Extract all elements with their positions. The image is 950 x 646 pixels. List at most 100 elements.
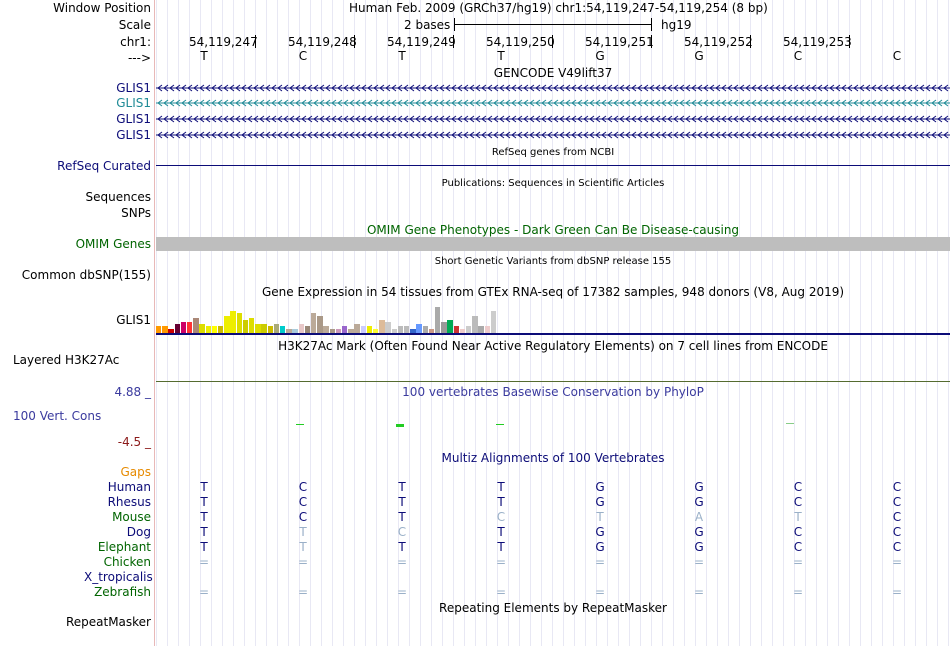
- gtex-tissue-bar[interactable]: [329, 329, 335, 333]
- gtex-tissue-bar[interactable]: [410, 329, 416, 333]
- gene-label-glis1-2[interactable]: GLIS1: [116, 96, 151, 110]
- gtex-tissue-bar[interactable]: [466, 326, 472, 333]
- gtex-tissue-bar[interactable]: [187, 322, 193, 333]
- omim-gene-bar[interactable]: [156, 237, 950, 251]
- gtex-tissue-bar[interactable]: [459, 329, 466, 333]
- species-label-elephant[interactable]: Elephant: [97, 540, 151, 554]
- gtex-tissue-bar[interactable]: [416, 324, 422, 333]
- gtex-tissue-bar[interactable]: [255, 324, 261, 333]
- gtex-tissue-bar[interactable]: [404, 326, 410, 333]
- gtex-tissue-bar[interactable]: [280, 326, 286, 333]
- gtex-tissue-bar[interactable]: [366, 326, 373, 333]
- gene-model-4[interactable]: [156, 128, 950, 142]
- gtex-tissue-bar[interactable]: [292, 329, 298, 333]
- gtex-tissue-bar[interactable]: [286, 329, 292, 333]
- ruler-tick: [849, 35, 850, 48]
- species-label-mouse[interactable]: Mouse: [112, 510, 151, 524]
- strand-label: --->: [127, 51, 151, 65]
- browser-track-image[interactable]: Human Feb. 2009 (GRCh37/hg19) chr1:54,11…: [156, 0, 950, 646]
- gtex-tissue-bar[interactable]: [180, 322, 187, 333]
- gene-label-glis1-3[interactable]: GLIS1: [116, 112, 151, 126]
- gtex-expression-bars[interactable]: [156, 301, 950, 333]
- gtex-tissue-bar[interactable]: [397, 326, 404, 333]
- layered-h3k27ac-label[interactable]: Layered H3K27Ac: [13, 353, 120, 367]
- species-label-zebrafish[interactable]: Zebrafish: [94, 585, 151, 599]
- gtex-tissue-bar[interactable]: [379, 320, 385, 333]
- grid-line: [827, 0, 828, 646]
- gtex-tissue-bar[interactable]: [348, 329, 354, 333]
- grid-line: [167, 0, 168, 646]
- species-label-x_tropicalis[interactable]: X_tropicalis: [84, 570, 153, 584]
- gtex-tissue-bar[interactable]: [174, 324, 180, 333]
- gtex-tissue-bar[interactable]: [205, 326, 211, 333]
- refseq-gene-line[interactable]: [156, 165, 950, 166]
- gtex-tissue-bar[interactable]: [261, 324, 267, 333]
- ruler-position: 54,119,251: [585, 35, 654, 49]
- species-label-rhesus[interactable]: Rhesus: [107, 495, 151, 509]
- gtex-tissue-bar[interactable]: [472, 316, 478, 333]
- gtex-tissue-bar[interactable]: [441, 322, 447, 333]
- gtex-tissue-bar[interactable]: [453, 326, 459, 333]
- gtex-tissue-bar[interactable]: [490, 311, 497, 333]
- grid-line: [794, 0, 795, 646]
- refseq-curated-label[interactable]: RefSeq Curated: [57, 159, 151, 173]
- gtex-tissue-bar[interactable]: [323, 326, 329, 333]
- alignment-base: T: [200, 480, 208, 494]
- gtex-tissue-bar[interactable]: [156, 326, 162, 333]
- species-label-dog[interactable]: Dog: [126, 525, 151, 539]
- gtex-tissue-bar[interactable]: [304, 326, 311, 333]
- gene-label-glis1-1[interactable]: GLIS1: [116, 81, 151, 95]
- repeatmasker-label[interactable]: RepeatMasker: [65, 615, 151, 629]
- gtex-tissue-bar[interactable]: [391, 329, 397, 333]
- omim-genes-label[interactable]: OMIM Genes: [75, 237, 151, 251]
- ruler-tick: [750, 35, 751, 48]
- gtex-tissue-bar[interactable]: [211, 326, 218, 333]
- alignment-base: T: [398, 495, 406, 509]
- gene-label-glis1-4[interactable]: GLIS1: [116, 128, 151, 142]
- grid-line: [574, 0, 575, 646]
- gtex-tissue-bar[interactable]: [242, 320, 249, 333]
- common-dbsnp-label[interactable]: Common dbSNP(155): [21, 268, 151, 282]
- gtex-tissue-bar[interactable]: [193, 318, 199, 333]
- gtex-tissue-bar[interactable]: [249, 318, 255, 333]
- phylop-min-label: -4.5 _: [117, 435, 151, 449]
- gtex-tissue-bar[interactable]: [311, 313, 317, 333]
- gtex-tissue-bar[interactable]: [385, 322, 391, 333]
- gtex-tissue-bar[interactable]: [342, 326, 348, 333]
- gtex-tissue-bar[interactable]: [273, 324, 280, 333]
- species-label-chicken[interactable]: Chicken: [103, 555, 151, 569]
- gtex-tissue-bar[interactable]: [354, 324, 360, 333]
- gtex-tissue-bar[interactable]: [360, 326, 366, 333]
- gtex-tissue-bar[interactable]: [224, 316, 230, 333]
- ruler-tick: [453, 35, 454, 48]
- gtex-tissue-bar[interactable]: [267, 326, 273, 333]
- alignment-base: =: [594, 555, 606, 569]
- gtex-tissue-bar[interactable]: [422, 326, 428, 333]
- grid-line: [365, 0, 366, 646]
- gtex-tissue-bar[interactable]: [317, 316, 323, 333]
- gtex-tissue-bar[interactable]: [230, 311, 236, 333]
- gtex-tissue-bar[interactable]: [162, 326, 168, 333]
- gene-model-3[interactable]: [156, 112, 950, 126]
- gtex-tissue-bar[interactable]: [199, 324, 205, 333]
- gtex-tissue-bar[interactable]: [447, 320, 453, 333]
- gtex-tissue-bar[interactable]: [435, 307, 441, 333]
- gtex-tissue-bar[interactable]: [236, 313, 242, 333]
- gtex-tissue-bar[interactable]: [168, 329, 174, 333]
- vert-cons-label[interactable]: 100 Vert. Cons: [13, 409, 102, 423]
- grid-line: [607, 0, 608, 646]
- phylop-mark-7: [786, 423, 794, 424]
- gene-model-1[interactable]: [156, 81, 950, 95]
- species-label-human[interactable]: Human: [107, 480, 151, 494]
- gtex-gene-label[interactable]: GLIS1: [116, 313, 151, 327]
- sequences-label[interactable]: Sequences: [85, 190, 151, 204]
- gene-model-2[interactable]: [156, 96, 950, 110]
- gtex-tissue-bar[interactable]: [478, 326, 484, 333]
- gtex-tissue-bar[interactable]: [428, 329, 435, 333]
- gtex-tissue-bar[interactable]: [218, 326, 224, 333]
- gtex-tissue-bar[interactable]: [298, 324, 304, 333]
- snps-label[interactable]: SNPs: [121, 206, 151, 220]
- gtex-tissue-bar[interactable]: [335, 329, 342, 333]
- gtex-tissue-bar[interactable]: [373, 329, 379, 333]
- gtex-tissue-bar[interactable]: [484, 326, 490, 333]
